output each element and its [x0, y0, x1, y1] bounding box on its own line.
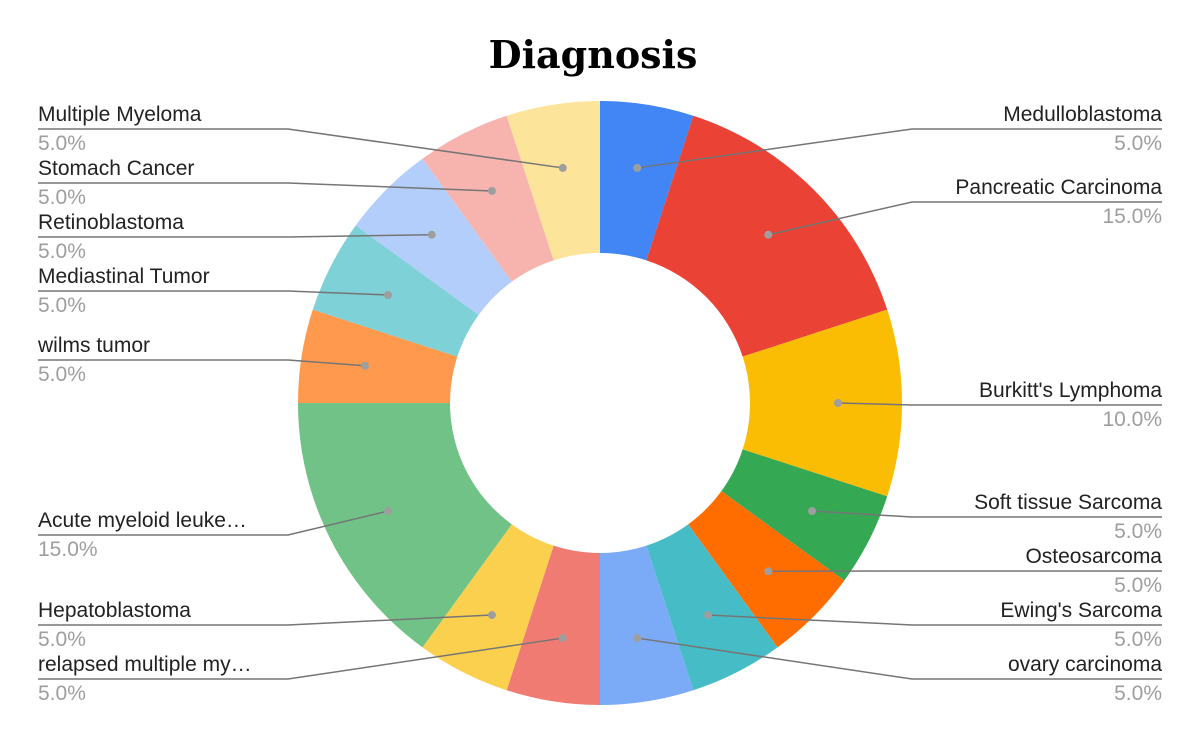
- slice-percent-osteosarcoma: 5.0%: [1114, 574, 1162, 597]
- slice-label-relapsed-multiple-myeloma: relapsed multiple my…: [38, 653, 252, 676]
- slice-medulloblastoma: [600, 101, 694, 261]
- leader-line-hepatoblastoma: [38, 614, 492, 626]
- leader-dot-relapsed-multiple-myeloma: [558, 634, 567, 643]
- slice-percent-ewing-s-sarcoma: 5.0%: [1114, 628, 1162, 651]
- leader-line-soft-tissue-sarcoma: [812, 510, 1162, 518]
- leader-dot-ewing-s-sarcoma: [704, 611, 713, 620]
- leader-dot-acute-myeloid-leukemia: [383, 507, 392, 516]
- leader-dot-retinoblastoma: [427, 230, 436, 239]
- leader-line-medulloblastoma: [637, 128, 1162, 169]
- slice-wilms-tumor: [298, 309, 458, 403]
- leader-line-relapsed-multiple-myeloma: [38, 637, 563, 680]
- leader-dot-soft-tissue-sarcoma: [808, 507, 817, 516]
- leader-dot-wilms-tumor: [360, 361, 369, 370]
- slice-label-mediastinal-tumor: Mediastinal Tumor: [38, 265, 210, 288]
- slice-label-ewing-s-sarcoma: Ewing's Sarcoma: [1000, 599, 1162, 622]
- slice-mediastinal-tumor: [312, 225, 479, 357]
- slice-label-acute-myeloid-leukemia: Acute myeloid leuke…: [38, 509, 247, 532]
- leader-dot-stomach-cancer: [487, 186, 496, 195]
- slice-percent-retinoblastoma: 5.0%: [38, 240, 86, 263]
- leader-dot-ovary-carcinoma: [633, 634, 642, 643]
- slice-label-medulloblastoma: Medulloblastoma: [1003, 103, 1162, 126]
- slice-ovary-carcinoma: [600, 545, 694, 705]
- leader-line-pancreatic-carcinoma: [768, 201, 1162, 236]
- leader-line-mediastinal-tumor: [38, 290, 388, 296]
- slice-percent-mediastinal-tumor: 5.0%: [38, 294, 86, 317]
- leader-line-acute-myeloid-leukemia: [38, 510, 389, 536]
- slices-group: [298, 101, 903, 705]
- labels-group: Medulloblastoma 5.0% Pancreatic Carcinoma 1…: [37, 103, 1162, 705]
- slice-ewing-s-sarcoma: [646, 524, 778, 691]
- slice-multiple-myeloma: [506, 101, 600, 261]
- slice-percent-relapsed-multiple-myeloma: 5.0%: [38, 682, 86, 705]
- slice-percent-burkitt-s-lymphoma: 10.0%: [1102, 408, 1162, 431]
- leader-dot-burkitt-s-lymphoma: [834, 399, 842, 407]
- leader-dot-pancreatic-carcinoma: [764, 230, 773, 239]
- slice-label-soft-tissue-sarcoma: Soft tissue Sarcoma: [974, 491, 1162, 514]
- slice-label-osteosarcoma: Osteosarcoma: [1025, 545, 1162, 568]
- slice-percent-medulloblastoma: 5.0%: [1114, 132, 1162, 155]
- leader-line-ewing-s-sarcoma: [708, 614, 1162, 626]
- slice-percent-hepatoblastoma: 5.0%: [38, 628, 86, 651]
- leader-dot-mediastinal-tumor: [383, 290, 392, 299]
- leader-line-burkitt-s-lymphoma: [837, 402, 1162, 406]
- leader-line-ovary-carcinoma: [637, 637, 1162, 680]
- slice-burkitt-s-lymphoma: [742, 309, 903, 497]
- slice-percent-stomach-cancer: 5.0%: [38, 186, 86, 209]
- slice-percent-multiple-myeloma: 5.0%: [38, 132, 86, 155]
- slice-acute-myeloid-leukemia: [298, 403, 512, 648]
- slice-percent-soft-tissue-sarcoma: 5.0%: [1114, 520, 1162, 543]
- leader-dot-medulloblastoma: [633, 163, 642, 172]
- slice-label-hepatoblastoma: Hepatoblastoma: [38, 599, 191, 622]
- slice-soft-tissue-sarcoma: [721, 449, 888, 581]
- slice-hepatoblastoma: [422, 524, 554, 691]
- slice-stomach-cancer: [422, 115, 554, 282]
- slice-label-ovary-carcinoma: ovary carcinoma: [1008, 653, 1162, 676]
- leader-line-wilms-tumor: [38, 359, 365, 367]
- slice-percent-pancreatic-carcinoma: 15.0%: [1102, 205, 1162, 228]
- leader-line-multiple-myeloma: [38, 128, 563, 169]
- slice-percent-wilms-tumor: 5.0%: [38, 363, 86, 386]
- slice-label-stomach-cancer: Stomach Cancer: [38, 157, 194, 180]
- slice-label-pancreatic-carcinoma: Pancreatic Carcinoma: [955, 176, 1162, 199]
- leader-line-stomach-cancer: [38, 182, 492, 192]
- slice-label-retinoblastoma: Retinoblastoma: [38, 211, 184, 234]
- slice-label-wilms-tumor: wilms tumor: [37, 334, 150, 357]
- slice-label-multiple-myeloma: Multiple Myeloma: [38, 103, 202, 126]
- leader-dot-multiple-myeloma: [558, 163, 567, 172]
- slice-relapsed-multiple-myeloma: [506, 545, 600, 705]
- slice-percent-ovary-carcinoma: 5.0%: [1114, 682, 1162, 705]
- slice-percent-acute-myeloid-leukemia: 15.0%: [38, 538, 98, 561]
- chart-title: Diagnosis: [489, 32, 698, 77]
- slice-label-burkitt-s-lymphoma: Burkitt's Lymphoma: [979, 379, 1162, 402]
- leader-line-retinoblastoma: [38, 233, 432, 238]
- leader-dot-osteosarcoma: [764, 567, 773, 576]
- leader-dot-hepatoblastoma: [487, 611, 496, 620]
